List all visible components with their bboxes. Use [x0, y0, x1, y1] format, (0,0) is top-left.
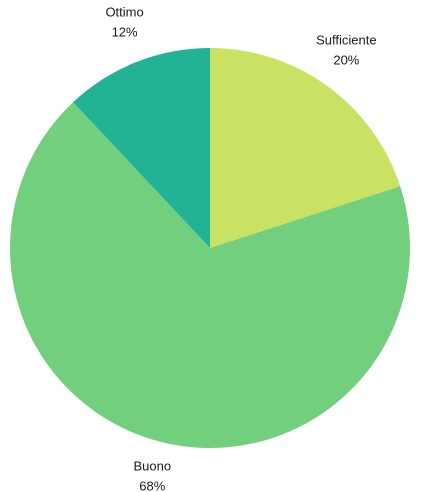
slice-label-buono: Buono	[134, 459, 172, 474]
slice-value-ottimo: 12%	[112, 24, 138, 39]
slice-value-sufficiente: 20%	[333, 52, 359, 67]
pie-slice-sufficiente[interactable]	[210, 48, 401, 248]
slice-value-buono: 68%	[139, 479, 165, 492]
slice-label-sufficiente: Sufficiente	[316, 32, 376, 47]
slices-layer	[9, 48, 410, 449]
pie-slice-buono[interactable]	[9, 102, 410, 449]
labels-layer: Sufficiente 20% Buono 68% Ottimo 12%	[105, 4, 376, 492]
pie-slice-ottimo[interactable]	[73, 48, 210, 248]
slice-label-ottimo: Ottimo	[105, 4, 143, 19]
